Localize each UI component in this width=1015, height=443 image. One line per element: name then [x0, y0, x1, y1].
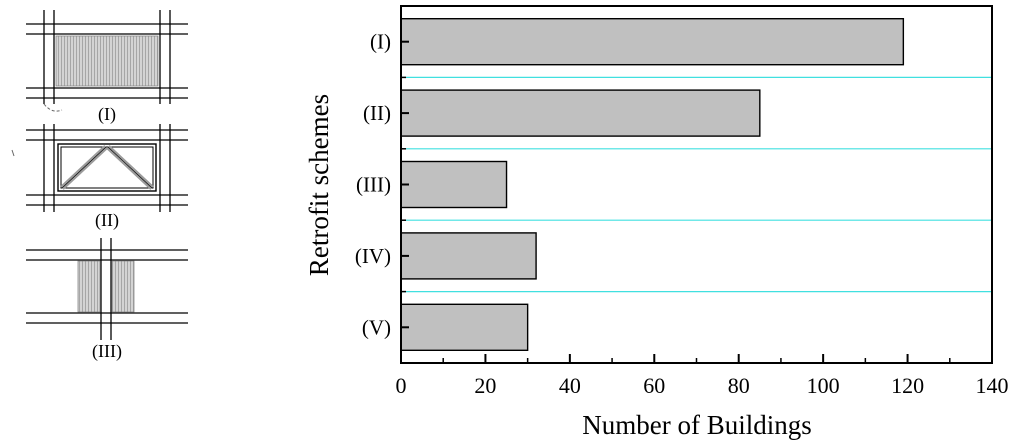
y-tick-label: (III) [356, 173, 391, 197]
retrofit-schemes-illustration: (I) (II) (III) [11, 10, 188, 362]
scheme-infill-wall-drawing [26, 10, 188, 112]
x-tick-label: 20 [474, 373, 496, 398]
x-tick-label: 100 [807, 373, 840, 398]
bar [400, 18, 905, 66]
x-ticks-group: 0 20 40 60 80 100 120 140 [396, 354, 1009, 398]
x-axis-label: Number of Buildings [582, 410, 812, 440]
bar [400, 160, 508, 209]
y-tick-label: (II) [363, 101, 391, 125]
bar [400, 303, 529, 351]
x-tick-label: 80 [728, 373, 750, 398]
bars-group [400, 18, 905, 351]
y-tick-label: (IV) [355, 244, 391, 268]
y-ticks-group: (I) (II) (III) (IV) (V) [355, 5, 409, 364]
x-tick-label: 0 [396, 373, 407, 398]
y-tick-label: (V) [362, 315, 391, 339]
scheme-label-i: (I) [98, 104, 116, 125]
x-tick-label: 60 [643, 373, 665, 398]
category-separators [401, 76, 992, 293]
x-tick-label: 140 [976, 373, 1009, 398]
bar [400, 232, 537, 280]
scheme-wing-walls-drawing [26, 238, 188, 340]
y-axis-label: Retrofit schemes [304, 94, 334, 276]
y-tick-label: (I) [370, 30, 391, 54]
scheme-label-ii: (II) [95, 210, 119, 231]
scheme-steel-bracing-drawing [11, 124, 188, 212]
x-tick-label: 40 [559, 373, 581, 398]
bar [400, 89, 761, 137]
x-tick-label: 120 [891, 373, 924, 398]
scheme-label-iii: (III) [92, 341, 122, 362]
